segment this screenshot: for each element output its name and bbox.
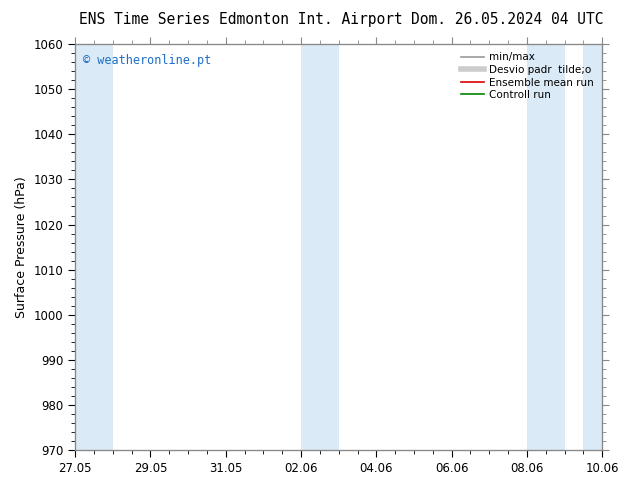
- Legend: min/max, Desvio padr  tilde;o, Ensemble mean run, Controll run: min/max, Desvio padr tilde;o, Ensemble m…: [458, 49, 597, 103]
- Text: ENS Time Series Edmonton Int. Airport: ENS Time Series Edmonton Int. Airport: [79, 12, 403, 27]
- Bar: [75, 44, 113, 450]
- Bar: [301, 44, 339, 450]
- Y-axis label: Surface Pressure (hPa): Surface Pressure (hPa): [15, 176, 28, 318]
- Bar: [527, 44, 565, 450]
- Text: © weatheronline.pt: © weatheronline.pt: [83, 54, 211, 67]
- Text: Dom. 26.05.2024 04 UTC: Dom. 26.05.2024 04 UTC: [411, 12, 604, 27]
- Bar: [583, 44, 602, 450]
